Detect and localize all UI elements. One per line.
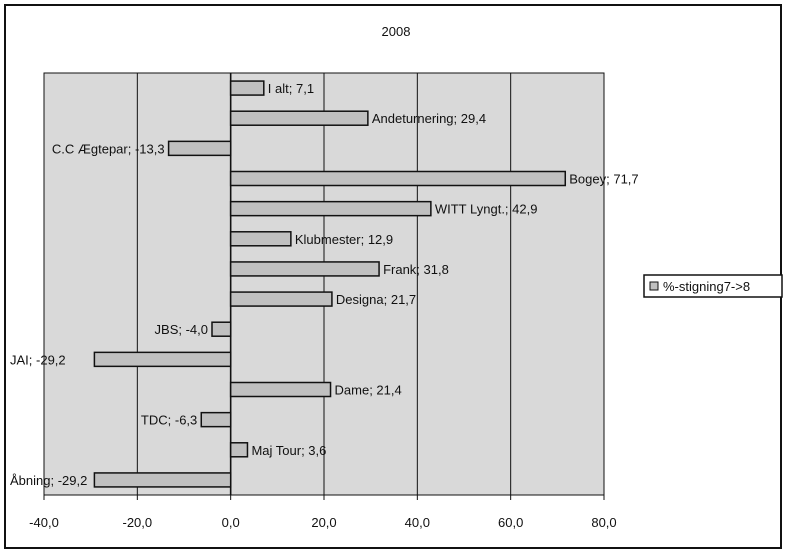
x-tick-label: 0,0 <box>222 515 240 530</box>
data-label: C.C Ægtepar; -13,3 <box>52 141 165 156</box>
bar <box>229 231 292 247</box>
data-labels: I alt; 7,1 Andeturnering; 29,4 C.C Ægtepar… <box>10 81 639 488</box>
bar <box>229 261 380 277</box>
data-label: JBS; -4,0 <box>155 322 208 337</box>
bar <box>229 80 265 96</box>
legend: %-stigning7->8 <box>643 274 783 298</box>
x-tick-label: -20,0 <box>123 515 153 530</box>
data-label: Maj Tour; 3,6 <box>251 443 326 458</box>
x-tick-label: -40,0 <box>29 515 59 530</box>
bar <box>229 170 567 187</box>
data-label: Andeturnering; 29,4 <box>372 111 486 126</box>
x-tick-label: 80,0 <box>591 515 616 530</box>
bar <box>93 472 232 488</box>
data-label: WITT Lyngt.; 42,9 <box>435 202 538 217</box>
data-label: Dame; 21,4 <box>335 383 402 398</box>
bar <box>229 291 333 307</box>
data-label: JAI; -29,2 <box>10 352 66 367</box>
x-axis-ticks: -40,0 -20,0 0,0 20,0 40,0 60,0 80,0 <box>29 495 617 530</box>
chart-title: 2008 <box>382 24 411 39</box>
bar <box>167 140 232 157</box>
bar <box>229 200 432 217</box>
data-label: Designa; 21,7 <box>336 292 416 307</box>
bar <box>211 321 232 337</box>
x-tick-label: 20,0 <box>311 515 336 530</box>
bar-series <box>93 80 567 488</box>
bar <box>229 442 249 458</box>
bar <box>200 411 232 428</box>
data-label: I alt; 7,1 <box>268 81 314 96</box>
data-label: Frank; 31,8 <box>383 262 449 277</box>
legend-swatch <box>649 281 659 291</box>
x-tick-label: 60,0 <box>498 515 523 530</box>
data-label: TDC; -6,3 <box>141 413 197 428</box>
legend-box <box>643 274 783 298</box>
bar <box>93 351 232 368</box>
x-tick-label: 40,0 <box>405 515 430 530</box>
legend-label: %-stigning7->8 <box>663 279 750 294</box>
bar <box>229 110 369 126</box>
data-label: Bogey; 71,7 <box>569 172 638 187</box>
data-label: Klubmester; 12,9 <box>295 232 393 247</box>
data-label: Åbning; -29,2 <box>10 473 87 488</box>
bar <box>229 381 332 398</box>
